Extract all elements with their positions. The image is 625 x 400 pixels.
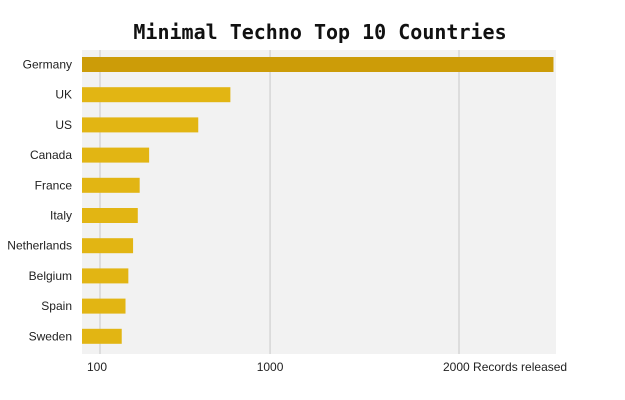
bar-uk [82, 87, 231, 103]
bar-netherlands [82, 238, 134, 254]
category-labels: Germany UK US Canada France Italy Netherlands B… [7, 58, 72, 344]
category-label-france: France [35, 178, 73, 192]
chart-title: Minimal Techno Top 10 Countries [133, 20, 506, 44]
category-label-uk: UK [55, 88, 72, 102]
bar-france [82, 177, 140, 193]
category-label-italy: Italy [50, 209, 72, 223]
tick-label-0: 100 [87, 360, 107, 374]
bars [82, 57, 554, 344]
bar-sweden [82, 328, 122, 344]
bar-canada [82, 147, 150, 163]
category-label-sweden: Sweden [29, 329, 72, 343]
tick-label-1: 1000 [257, 360, 284, 374]
tick-label-2: 2000 Records released [443, 360, 567, 374]
bar-us [82, 117, 199, 133]
category-label-spain: Spain [41, 299, 72, 313]
x-axis-label: Records released [470, 360, 567, 374]
bar-spain [82, 298, 126, 314]
category-label-germany: Germany [23, 58, 72, 72]
bar-germany [82, 57, 554, 72]
category-label-netherlands: Netherlands [7, 239, 72, 253]
category-label-us: US [55, 118, 72, 132]
bar-belgium [82, 268, 129, 284]
category-label-belgium: Belgium [29, 269, 72, 283]
category-label-canada: Canada [30, 148, 72, 162]
bar-italy [82, 208, 138, 223]
tick-labels: 100 1000 2000 Records released [87, 360, 567, 374]
